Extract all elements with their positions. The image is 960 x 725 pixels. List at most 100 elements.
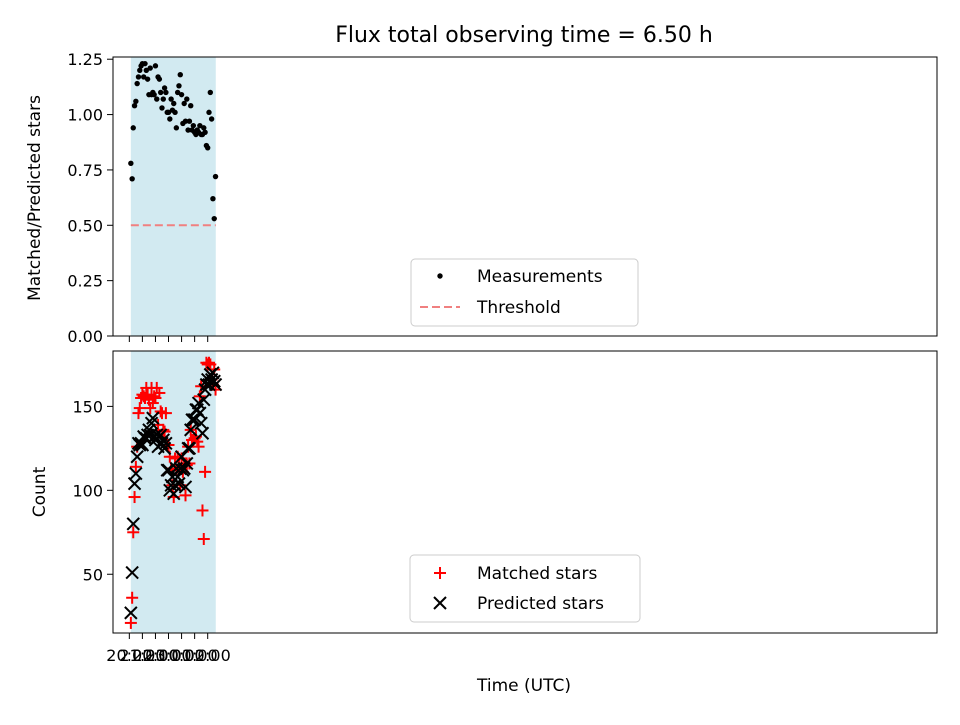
matched-star-point	[179, 489, 192, 502]
measurement-point	[133, 98, 139, 104]
count-ytick-label: 100	[72, 481, 103, 500]
matched-star-point	[197, 533, 210, 545]
predicted-star-point	[130, 450, 144, 464]
count-xtick-label: 02:00	[185, 646, 231, 665]
count-y-axis-label: Count	[30, 466, 50, 517]
ratio-legend: Measurements Threshold	[410, 258, 639, 327]
x-axis-label: Time (UTC)	[476, 676, 571, 696]
measurement-point	[171, 100, 177, 107]
matched-star-point	[127, 526, 140, 539]
measurement-point	[161, 85, 168, 91]
predicted-star-point	[180, 456, 194, 471]
matched-star-point	[132, 407, 145, 420]
predicted-star-point	[126, 517, 140, 531]
measurement-point	[140, 74, 147, 80]
legend-measurements-marker	[437, 273, 443, 279]
measurement-point	[211, 215, 217, 222]
measurement-point	[186, 118, 193, 124]
count-legend: Matched stars Predicted stars	[409, 554, 641, 623]
measurement-point	[210, 196, 216, 202]
ratio-legend-box	[410, 258, 639, 327]
matched-star-point	[144, 402, 157, 415]
measurement-point	[178, 91, 185, 98]
matched-star-point	[133, 402, 146, 415]
count-legend-box	[409, 554, 641, 623]
predicted-stars-points	[124, 366, 223, 620]
matched-star-point	[154, 405, 167, 418]
predicted-star-point	[172, 476, 186, 491]
matched-star-point	[203, 356, 216, 369]
predicted-star-point	[208, 377, 223, 392]
legend-measurements-label: Measurements	[477, 267, 603, 287]
measurement-point	[207, 89, 214, 96]
measurement-point	[168, 96, 174, 102]
matched-star-point	[196, 504, 209, 517]
measurement-point	[130, 125, 136, 131]
count-xtick-label: 00:00	[159, 646, 205, 665]
measurement-points	[128, 60, 219, 222]
count-xtick-label: 20:00	[106, 646, 152, 665]
measurement-point	[131, 103, 138, 109]
measurement-point	[206, 109, 212, 116]
legend-matched-label: Matched stars	[477, 564, 597, 584]
chart-title: Flux total observing time = 6.50 h	[335, 23, 713, 48]
measurement-point	[190, 122, 197, 129]
count-xtick-label: 23:00	[145, 646, 191, 665]
predicted-star-point	[178, 480, 193, 494]
measurement-point	[137, 67, 143, 73]
measurement-point	[128, 160, 134, 166]
measurement-point	[172, 109, 178, 116]
count-xtick-label: 01:00	[172, 646, 218, 665]
ratio-ytick-label: 1.00	[67, 106, 103, 125]
predicted-star-point	[144, 416, 159, 430]
predicted-star-point	[124, 606, 138, 620]
predicted-star-point	[207, 374, 221, 388]
measurement-point	[160, 96, 166, 102]
matched-star-point	[126, 591, 139, 604]
measurement-point	[167, 116, 173, 122]
measurement-point	[134, 80, 140, 87]
count-xtick-label: 22:00	[132, 646, 178, 665]
predicted-star-point	[182, 441, 197, 456]
measurement-point	[154, 96, 160, 102]
measurement-point	[181, 100, 187, 107]
measurement-point	[163, 89, 169, 96]
measurement-point	[159, 105, 165, 111]
ratio-ytick-label: 1.25	[67, 50, 103, 69]
ratio-y-axis-label: Matched/Predicted stars	[25, 95, 45, 301]
ratio-y-ticks: 0.00 0.25 0.50 0.75 1.00 1.25	[67, 50, 113, 346]
count-panel: 50 100 150 20:0021:0022:0023:0000:0001:000…	[30, 350, 938, 696]
matched-star-point	[146, 397, 159, 410]
legend-matched-marker	[434, 567, 446, 579]
ratio-ytick-label: 0.75	[67, 161, 103, 180]
measurement-point	[208, 116, 215, 122]
matched-star-point	[153, 386, 166, 399]
ratio-ytick-label: 0.25	[67, 272, 103, 291]
legend-predicted-label: Predicted stars	[477, 594, 604, 614]
count-y-ticks: 50 100 150	[72, 397, 113, 584]
measurement-point	[173, 125, 180, 131]
measurement-point	[205, 145, 211, 151]
measurement-point	[144, 76, 151, 82]
ratio-x-ticks	[128, 336, 209, 342]
measurement-point	[202, 129, 208, 135]
matched-star-point	[141, 388, 154, 401]
ratio-panel: 0.00 0.25 0.50 0.75 1.00 1.25 Matched/Predict…	[25, 50, 938, 346]
measurement-point	[147, 65, 153, 71]
predicted-star-point	[168, 478, 182, 492]
matched-star-point	[124, 616, 137, 629]
matched-star-point	[128, 491, 141, 504]
matched-star-point	[150, 381, 163, 394]
measurement-point	[176, 83, 182, 89]
ratio-axes-frame	[112, 56, 938, 337]
measurement-point	[157, 89, 164, 96]
measurement-point	[184, 96, 190, 102]
ratio-ytick-label: 0.50	[67, 216, 103, 235]
measurement-point	[129, 176, 135, 182]
measurement-point	[165, 109, 172, 116]
measurement-point	[185, 127, 191, 133]
measurement-point	[135, 74, 142, 80]
measurement-point	[188, 103, 194, 109]
